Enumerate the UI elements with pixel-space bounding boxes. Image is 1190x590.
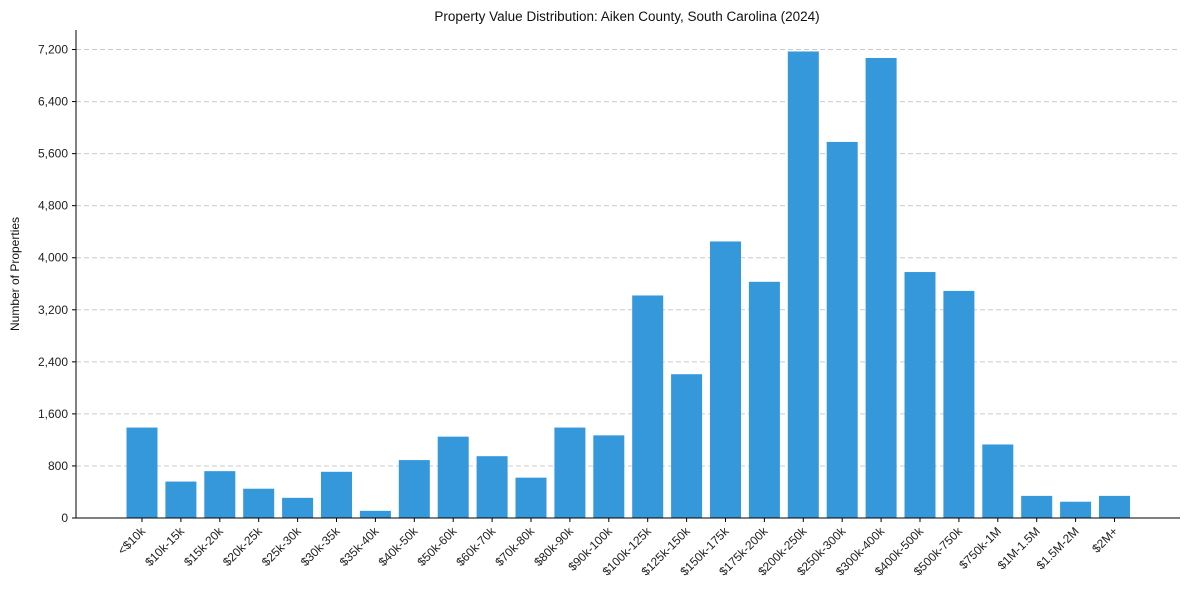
bar: [282, 497, 314, 518]
bar: [826, 141, 858, 518]
y-tick-label: 4,800: [38, 199, 68, 213]
x-tick-label: $35k-40k: [337, 524, 383, 570]
bar: [982, 444, 1014, 518]
bar: [204, 471, 236, 518]
bar: [126, 427, 158, 518]
x-tick-label: $50k-60k: [415, 524, 461, 570]
bar: [398, 460, 430, 518]
bar: [865, 57, 897, 518]
x-tick-label: $1.5M-2M: [1034, 524, 1082, 572]
y-tick-label: 3,200: [38, 303, 68, 317]
y-tick-label: 7,200: [38, 43, 68, 57]
bar: [593, 435, 625, 518]
bar: [748, 281, 780, 518]
x-tick-label: $60k-70k: [453, 524, 499, 570]
y-tick-label: 1,600: [38, 407, 68, 421]
x-axis-ticks: <$10k$10k-15k$15k-20k$20k-25k$25k-30k$30…: [115, 518, 1121, 578]
y-axis-label: Number of Properties: [8, 217, 22, 331]
y-tick-label: 6,400: [38, 95, 68, 109]
y-tick-label: 0: [61, 511, 68, 525]
x-tick-label: $10k-15k: [142, 524, 188, 570]
x-tick-label: $25k-30k: [259, 524, 305, 570]
y-axis-ticks: 0 800 1,600 2,400 3,200 4,000 4,800 5,600 6,400 7…: [38, 43, 76, 525]
bar: [904, 272, 936, 518]
bars: [126, 51, 1130, 519]
x-tick-label: $30k-35k: [298, 524, 344, 570]
y-tick-label: 4,000: [38, 251, 68, 265]
bar: [1021, 495, 1053, 518]
bar: [671, 374, 703, 518]
y-tick-label: 2,400: [38, 355, 68, 369]
bar: [1099, 495, 1130, 518]
chart-title: Property Value Distribution: Aiken Count…: [434, 9, 819, 24]
bar: [632, 295, 664, 518]
x-tick-label: $15k-20k: [181, 524, 227, 570]
x-tick-label: $40k-50k: [376, 524, 422, 570]
bar: [515, 477, 547, 518]
y-tick-label: 800: [48, 459, 68, 473]
bar: [787, 51, 819, 519]
bar: [476, 456, 508, 518]
bar: [943, 290, 975, 518]
y-tick-label: 5,600: [38, 147, 68, 161]
bar: [243, 488, 275, 518]
bar: [437, 436, 469, 518]
x-tick-label: <$10k: [115, 524, 149, 558]
bar: [165, 481, 197, 518]
bar: [710, 241, 741, 518]
bar: [1060, 501, 1092, 518]
bar: [359, 510, 391, 518]
x-tick-label: $20k-25k: [220, 524, 266, 570]
gridlines: [76, 49, 1180, 467]
x-tick-label: $70k-80k: [492, 524, 538, 570]
bar: [321, 471, 352, 518]
x-tick-label: $2M+: [1089, 524, 1120, 555]
bar: [554, 427, 586, 518]
